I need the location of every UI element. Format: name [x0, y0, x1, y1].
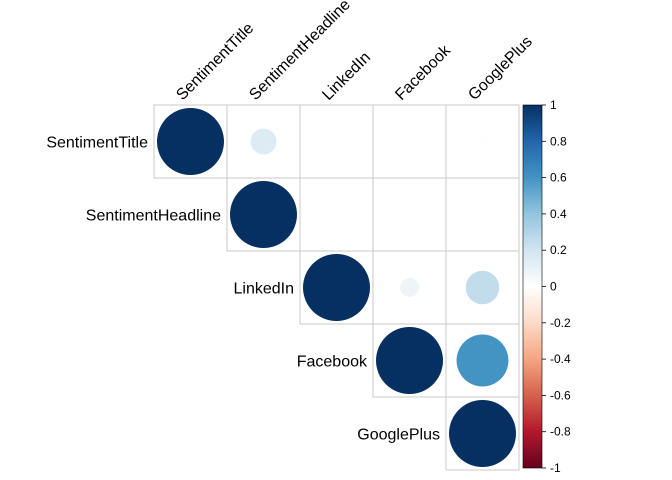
- column-label-facebook: Facebook: [392, 41, 454, 103]
- circle-sentimenttitle-googleplus: [479, 138, 486, 145]
- row-label-sentimentheadline: SentimentHeadline: [86, 208, 221, 225]
- cell-sentimenttitle-facebook: [372, 104, 447, 179]
- row-labels: SentimentTitle SentimentHeadline LinkedIn F…: [46, 135, 440, 444]
- row-label-facebook: Facebook: [297, 354, 368, 371]
- cell-sentimentheadline-linkedin: [299, 177, 374, 252]
- circle-facebook-facebook: [376, 327, 443, 394]
- circle-linkedin-googleplus: [465, 270, 500, 305]
- colorbar-tick-label: -0.6: [550, 388, 571, 402]
- cell-sentimentheadline-facebook: [372, 177, 447, 252]
- circle-linkedin-linkedin: [303, 254, 370, 321]
- circle-sentimenttitle-sentimenttitle: [157, 108, 224, 175]
- colorbar-tick-label: 0.4: [550, 207, 567, 221]
- row-label-linkedin: LinkedIn: [234, 281, 295, 298]
- correlation-circles: [157, 108, 516, 467]
- colorbar-tick-label: 0: [550, 280, 557, 294]
- column-label-googleplus: GooglePlus: [465, 33, 536, 104]
- row-label-sentimenttitle: SentimentTitle: [46, 135, 148, 152]
- colorbar-tick-label: -0.2: [550, 316, 571, 330]
- colorbar-tick-label: -1: [550, 461, 561, 475]
- column-label-sentimenttitle: SentimentTitle: [173, 20, 257, 104]
- colorbar-tick-label: 0.2: [550, 243, 567, 257]
- row-label-googleplus: GooglePlus: [357, 427, 440, 444]
- colorbar-tick-label: 1: [550, 98, 557, 112]
- colorbar-tick-label: 0.6: [550, 171, 567, 185]
- colorbar-tick-label: 0.8: [550, 134, 567, 148]
- colorbar: 1 0.8 0.6 0.4 0.2 0 -0.2 -0.4 -0.6 -0.8 -1: [522, 98, 571, 475]
- circle-sentimenttitle-sentimentheadline: [250, 128, 277, 155]
- colorbar-tick-label: -0.4: [550, 352, 571, 366]
- column-label-linkedin: LinkedIn: [319, 49, 374, 104]
- circle-linkedin-facebook: [400, 278, 419, 297]
- circle-facebook-googleplus: [456, 334, 509, 387]
- cell-sentimentheadline-googleplus: [445, 177, 520, 252]
- cell-sentimenttitle-linkedin: [299, 104, 374, 179]
- colorbar-tick-label: -0.8: [550, 425, 571, 439]
- circle-googleplus-googleplus: [449, 400, 516, 467]
- colorbar-gradient: [522, 104, 543, 469]
- circle-sentimentheadline-sentimentheadline: [230, 181, 297, 248]
